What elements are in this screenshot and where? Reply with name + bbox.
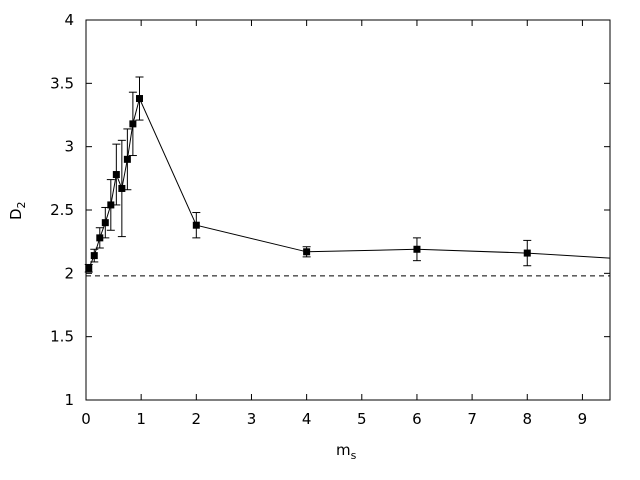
x-tick-label: 0 bbox=[81, 410, 91, 428]
data-point bbox=[192, 221, 200, 229]
data-point bbox=[101, 219, 109, 227]
data-point bbox=[85, 264, 93, 272]
data-point bbox=[107, 201, 115, 209]
y-tick-label: 1.5 bbox=[50, 328, 74, 346]
error-bars bbox=[84, 76, 532, 273]
data-point bbox=[136, 95, 144, 103]
y-axis-label: D2 bbox=[7, 201, 28, 220]
data-point bbox=[413, 245, 421, 253]
plot-area bbox=[85, 19, 611, 401]
y-axis-ticks: 1 1.5 2 2.5 3 3.5 4 bbox=[50, 11, 610, 409]
x-axis-label: ms bbox=[336, 441, 357, 462]
x-axis-ticks: 0 1 2 3 4 5 6 7 8 9 bbox=[81, 20, 587, 428]
data-point bbox=[303, 248, 311, 256]
y-tick-label: 3.5 bbox=[50, 74, 74, 92]
y-tick-label: 2.5 bbox=[50, 201, 74, 219]
x-tick-label: 3 bbox=[247, 410, 257, 428]
y-axis-label-sub: 2 bbox=[15, 201, 28, 208]
y-tick-label: 2 bbox=[64, 264, 74, 282]
x-tick-label: 2 bbox=[192, 410, 202, 428]
data-point bbox=[523, 249, 531, 257]
data-point bbox=[123, 155, 131, 163]
x-tick-label: 8 bbox=[522, 410, 532, 428]
axis-labels: ms D2 bbox=[7, 201, 357, 462]
data-point bbox=[96, 234, 104, 242]
data-point bbox=[129, 120, 137, 128]
y-tick-label: 3 bbox=[64, 138, 74, 156]
markers bbox=[85, 95, 531, 272]
y-axis-label-main: D bbox=[7, 208, 25, 220]
y-tick-label: 4 bbox=[64, 11, 74, 29]
y-tick-label: 1 bbox=[64, 391, 74, 409]
data-point bbox=[112, 171, 120, 179]
x-tick-label: 4 bbox=[302, 410, 312, 428]
x-tick-label: 9 bbox=[578, 410, 588, 428]
x-tick-label: 1 bbox=[136, 410, 146, 428]
series-line bbox=[88, 97, 611, 269]
x-tick-label: 6 bbox=[412, 410, 422, 428]
x-tick-label: 5 bbox=[357, 410, 367, 428]
data-point bbox=[90, 252, 98, 260]
plot-frame bbox=[85, 19, 611, 401]
x-axis-label-main: m bbox=[336, 441, 351, 459]
series-lines bbox=[88, 97, 611, 269]
x-tick-label: 7 bbox=[467, 410, 477, 428]
data-point bbox=[118, 184, 126, 192]
x-axis-label-sub: s bbox=[351, 449, 357, 462]
